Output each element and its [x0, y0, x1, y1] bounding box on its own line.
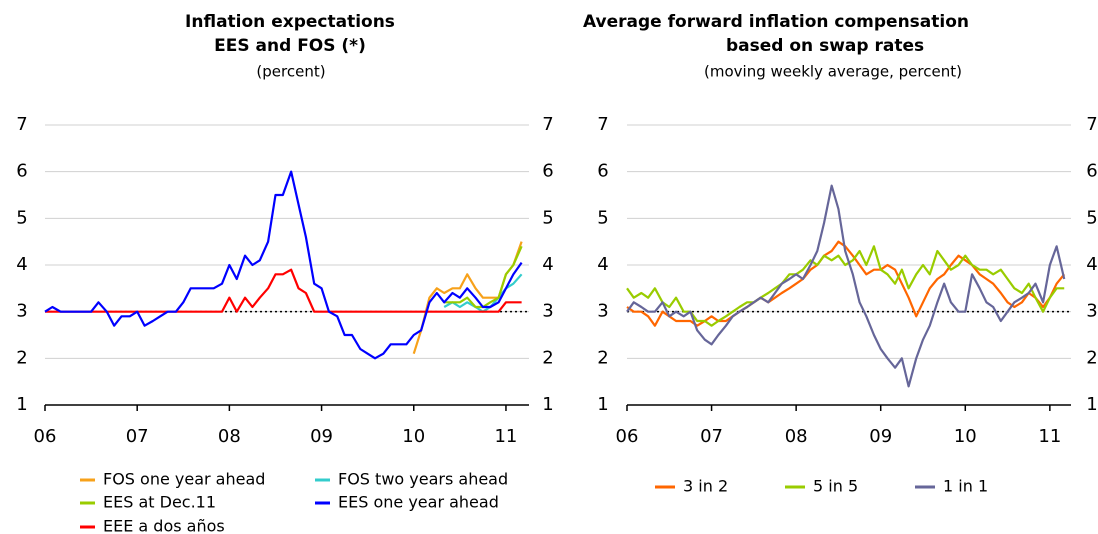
y-tick-label: 6 — [16, 161, 27, 182]
x-tick-label: 07 — [126, 426, 149, 447]
x-tick-label: 11 — [494, 426, 517, 447]
x-tick-label: 11 — [1038, 426, 1061, 447]
y2-tick-label: 6 — [542, 161, 553, 182]
x-tick-label: 10 — [954, 426, 977, 447]
y-tick-label: 5 — [16, 207, 27, 228]
y-tick-label: 5 — [597, 207, 608, 228]
x-tick-label: 06 — [616, 426, 639, 447]
chart-title: EES and FOS (*) — [214, 36, 366, 56]
chart-subtitle: (percent) — [256, 63, 325, 81]
y-tick-label: 2 — [597, 347, 608, 368]
y-tick-label: 2 — [16, 347, 27, 368]
y-tick-label: 3 — [16, 301, 27, 322]
chart-title: based on swap rates — [726, 36, 924, 56]
legend-label: 5 in 5 — [813, 477, 858, 496]
y2-tick-label: 5 — [1086, 207, 1097, 228]
y2-tick-label: 2 — [1086, 347, 1097, 368]
y2-tick-label: 4 — [1086, 254, 1097, 275]
y2-tick-label: 4 — [542, 254, 553, 275]
legend-label: EEE a dos años — [103, 517, 225, 534]
legend-label: FOS one year ahead — [103, 470, 265, 489]
x-tick-label: 09 — [310, 426, 333, 447]
series-line — [44, 170, 523, 360]
y2-tick-label: 3 — [1086, 301, 1097, 322]
x-tick-label: 08 — [785, 426, 808, 447]
legend-label: EES one year ahead — [338, 493, 499, 512]
chart-title: Inflation expectations — [185, 12, 395, 32]
y2-tick-label: 1 — [1086, 394, 1097, 415]
legend-label: EES at Dec.11 — [103, 493, 216, 512]
y-tick-label: 7 — [597, 114, 608, 135]
y2-tick-label: 7 — [1086, 114, 1097, 135]
x-tick-label: 08 — [218, 426, 241, 447]
y2-tick-label: 2 — [542, 347, 553, 368]
y-tick-label: 1 — [16, 394, 27, 415]
y2-tick-label: 5 — [542, 207, 553, 228]
y-tick-label: 3 — [597, 301, 608, 322]
y2-tick-label: 3 — [542, 301, 553, 322]
y-tick-label: 4 — [597, 254, 608, 275]
x-tick-label: 10 — [402, 426, 425, 447]
chart-title: Average forward inflation compensation — [583, 12, 969, 32]
y-tick-label: 1 — [597, 394, 608, 415]
x-tick-label: 09 — [869, 426, 892, 447]
legend-label: FOS two years ahead — [338, 470, 508, 489]
y-tick-label: 6 — [597, 161, 608, 182]
series-line — [45, 268, 522, 313]
y2-tick-label: 7 — [542, 114, 553, 135]
x-tick-label: 07 — [700, 426, 723, 447]
y-tick-label: 4 — [16, 254, 27, 275]
legend-label: 1 in 1 — [943, 477, 988, 496]
y2-tick-label: 1 — [542, 394, 553, 415]
x-tick-label: 06 — [34, 426, 57, 447]
series-line — [626, 184, 1066, 388]
series-line — [626, 245, 1065, 327]
y-tick-label: 7 — [16, 114, 27, 135]
y2-tick-label: 6 — [1086, 161, 1097, 182]
legend-label: 3 in 2 — [683, 477, 728, 496]
chart-subtitle: (moving weekly average, percent) — [704, 63, 962, 81]
